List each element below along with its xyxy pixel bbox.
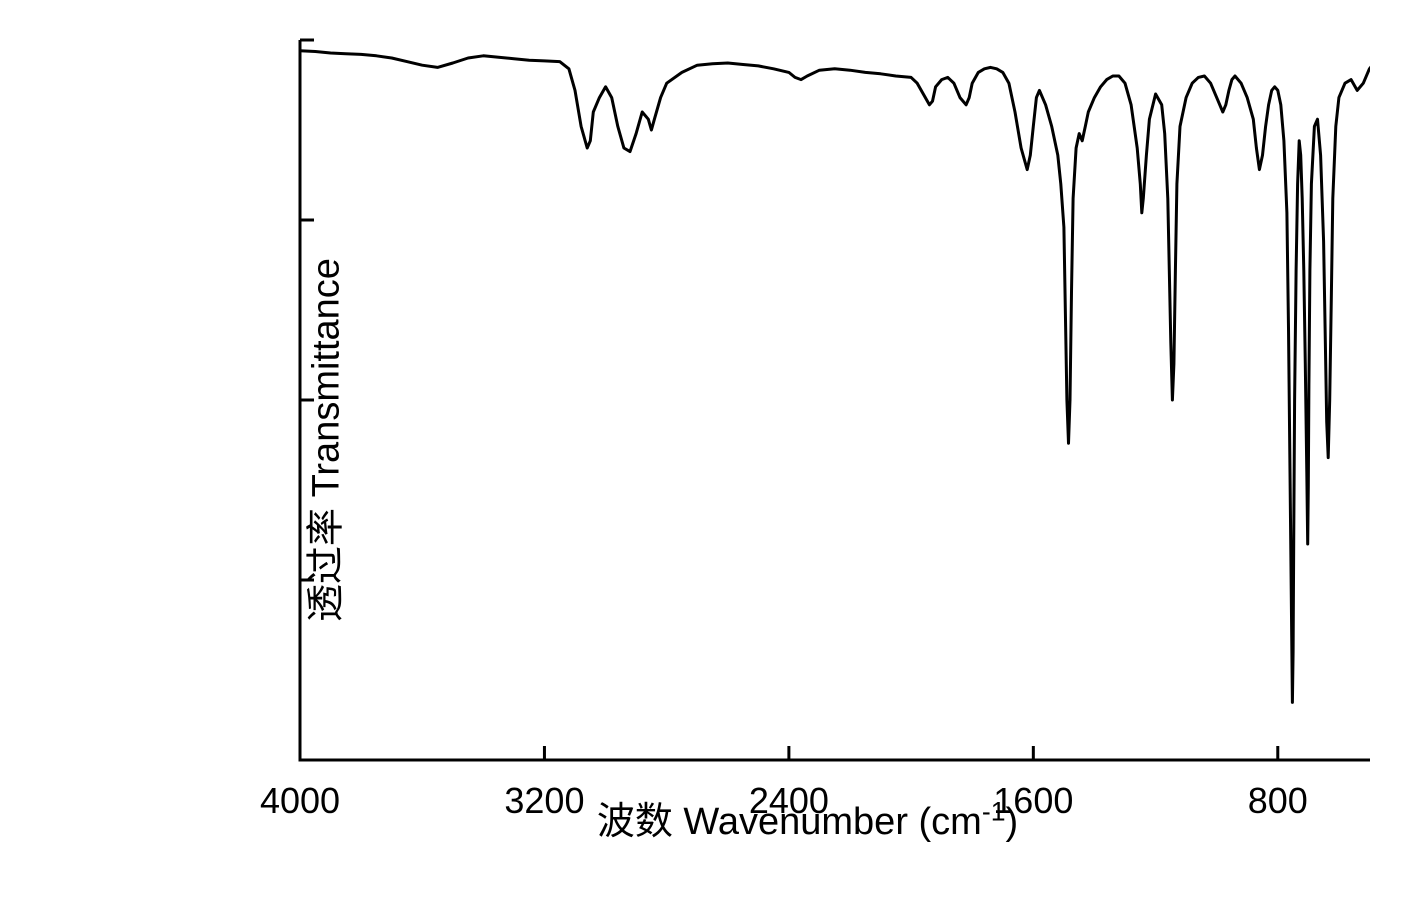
x-tick-label: 2400 [749, 780, 829, 822]
y-axis-label: 透过率 Transmittance [294, 258, 349, 622]
x-tick-label: 1600 [993, 780, 1073, 822]
x-tick-label: 4000 [260, 780, 340, 822]
x-tick-label: 800 [1248, 780, 1308, 822]
x-tick-label: 3200 [504, 780, 584, 822]
spectrum-line [300, 51, 1370, 703]
ir-spectrum-chart: 透过率 Transmittance 波数 Wavenumber (cm-1) 4… [120, 30, 1370, 850]
